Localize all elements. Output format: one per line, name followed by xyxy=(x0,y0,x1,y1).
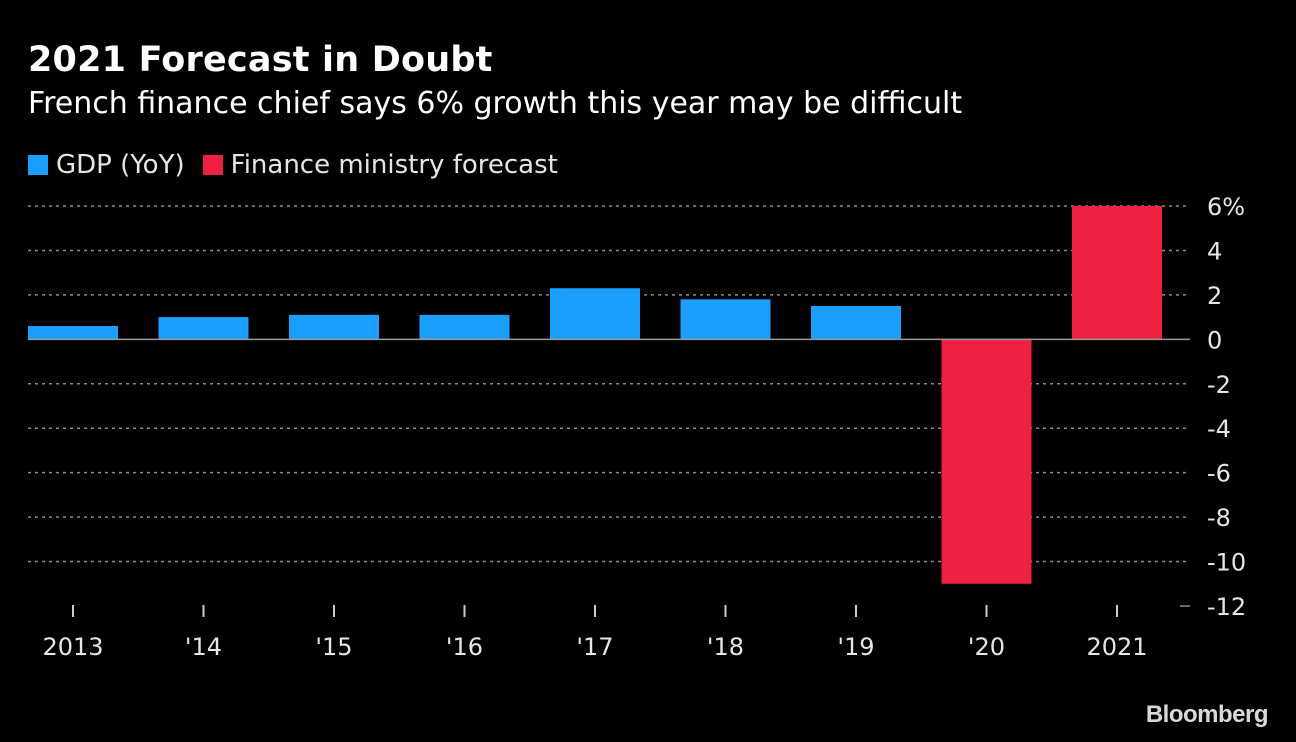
bar-gdp-0 xyxy=(28,326,118,340)
x-tick-label: '15 xyxy=(315,633,352,661)
x-tick-label: 2013 xyxy=(42,633,103,661)
y-tick-label: 0 xyxy=(1207,326,1222,354)
y-tick-label: -8 xyxy=(1207,504,1231,532)
y-tick-label: -6 xyxy=(1207,460,1231,488)
y-tick-label: 4 xyxy=(1207,237,1222,265)
legend-swatch-forecast xyxy=(202,155,223,175)
bar-gdp-2 xyxy=(289,314,379,340)
y-tick-label: 6% xyxy=(1207,193,1245,221)
chart-title: 2021 Forecast in Doubt xyxy=(28,40,493,80)
legend-label-forecast: Finance ministry forecast xyxy=(230,150,558,180)
chart-subtitle: French finance chief says 6% growth this… xyxy=(28,86,963,121)
legend-label-gdp: GDP (YoY) xyxy=(56,150,185,180)
bar-gdp-1 xyxy=(158,317,249,340)
x-tick-label: '17 xyxy=(576,633,613,661)
y-tick-label: -2 xyxy=(1207,371,1231,399)
bar-gdp-5 xyxy=(680,299,771,340)
bar-gdp-3 xyxy=(419,314,510,340)
x-tick-label: '16 xyxy=(446,633,483,661)
x-tick-label: 2021 xyxy=(1086,633,1147,661)
bar-gdp-6 xyxy=(811,306,901,340)
bar-gdp-4 xyxy=(550,288,640,340)
x-tick-label: '18 xyxy=(707,633,744,661)
y-tick-label: -10 xyxy=(1207,549,1246,577)
y-tick-label: -12 xyxy=(1207,593,1246,621)
legend-item-gdp: GDP (YoY) xyxy=(28,150,185,180)
x-tick-label: '19 xyxy=(837,633,874,661)
bar-forecast-8 xyxy=(1072,206,1162,340)
bloomberg-logo: Bloomberg xyxy=(1145,701,1269,728)
y-tick-label: 2 xyxy=(1207,282,1222,310)
y-tick-label: -4 xyxy=(1207,415,1231,443)
chart-legend: GDP (YoY) Finance ministry forecast xyxy=(28,150,576,180)
legend-item-forecast: Finance ministry forecast xyxy=(202,150,558,180)
x-tick-label: '20 xyxy=(968,633,1005,661)
x-tick-label: '14 xyxy=(185,633,222,661)
bar-forecast-7 xyxy=(941,339,1032,584)
legend-swatch-gdp xyxy=(28,155,48,175)
